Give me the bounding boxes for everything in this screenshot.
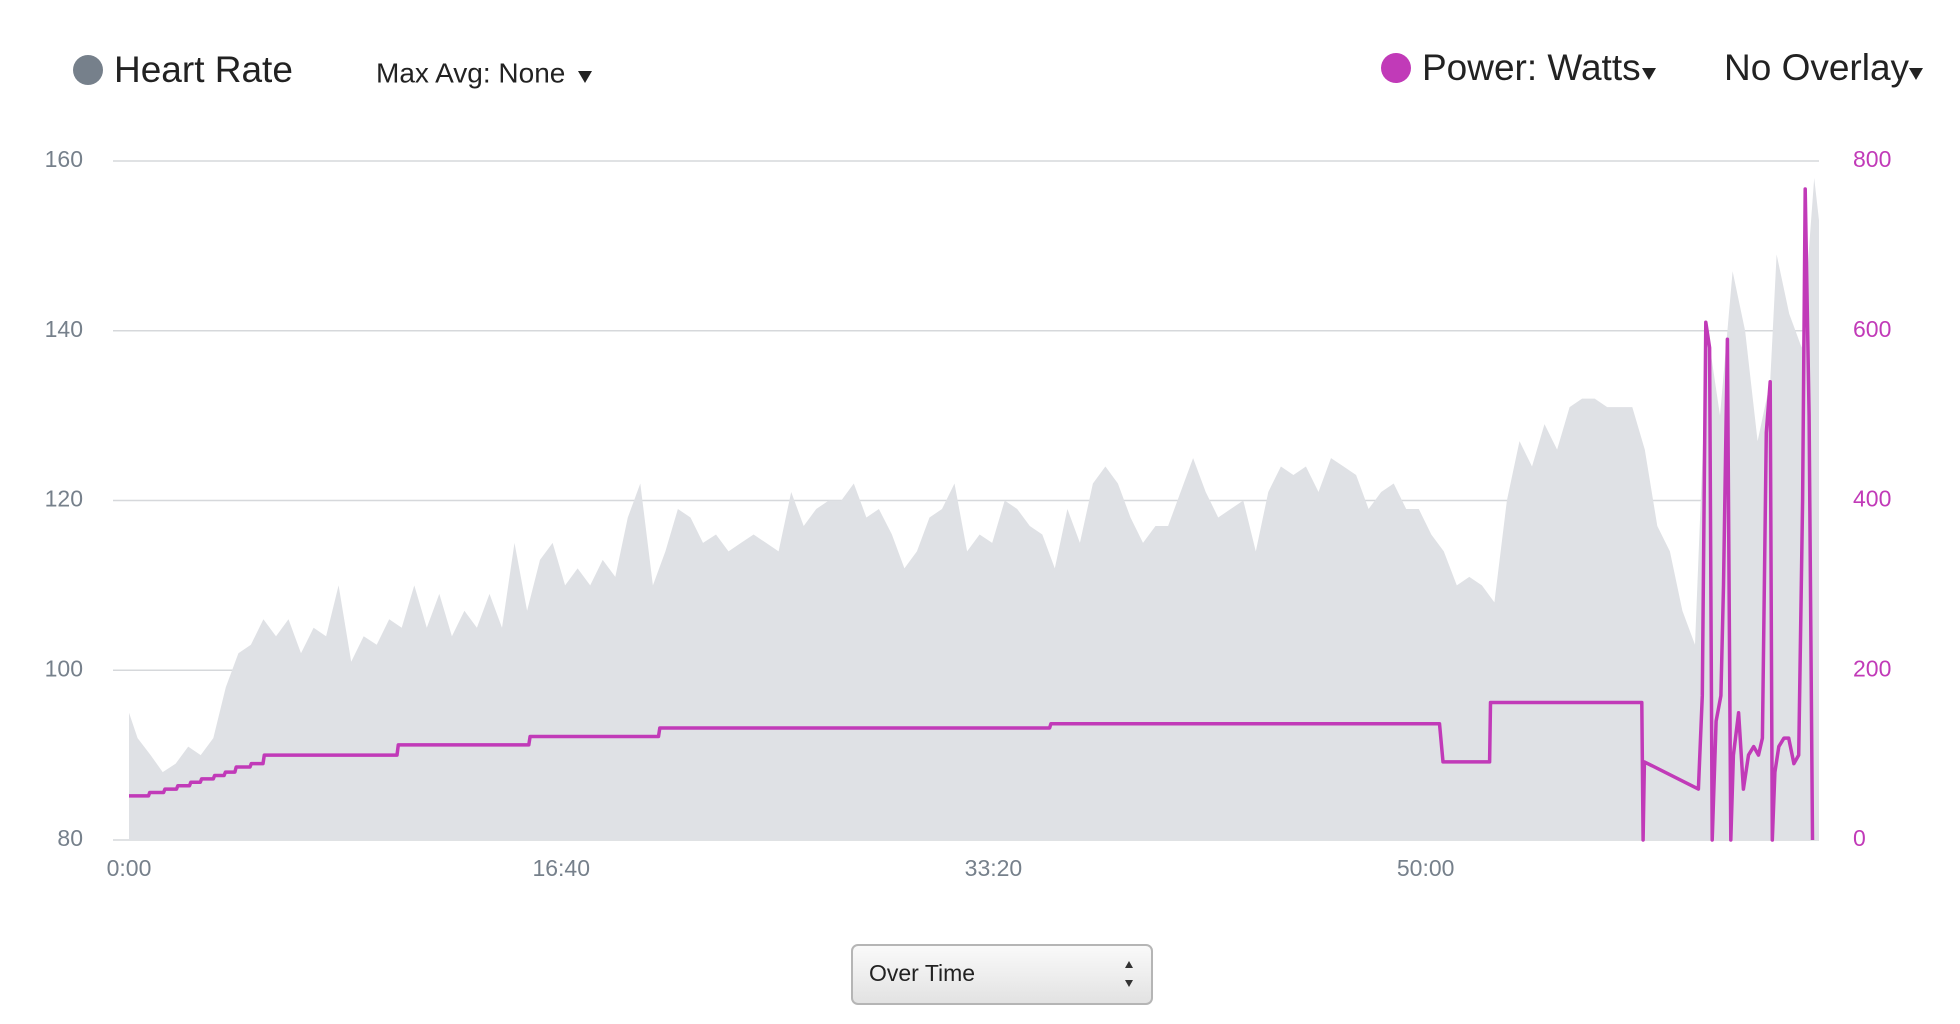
area — [129, 178, 1819, 840]
y2-tick-label: 200 — [1853, 655, 1891, 681]
dropdown-arrow — [1642, 68, 1656, 80]
y-tick-label: 80 — [57, 825, 83, 851]
select-arrows — [1125, 961, 1133, 987]
x-tick-label: 50:00 — [1397, 855, 1455, 881]
x-tick-label: 33:20 — [965, 855, 1023, 881]
y-tick-label: 120 — [45, 486, 83, 512]
y2-tick-label: 800 — [1853, 146, 1891, 172]
y-tick-label: 160 — [45, 146, 83, 172]
y-tick-label: 140 — [45, 316, 83, 342]
view-select-label: Over Time — [869, 960, 975, 986]
legend-label[interactable]: Power: Watts — [1422, 47, 1641, 88]
dropdown-arrow — [578, 71, 592, 83]
legend-swatch — [73, 55, 103, 85]
x-tick-label: 16:40 — [532, 855, 590, 881]
y-tick-label: 100 — [45, 655, 83, 681]
y2-tick-label: 600 — [1853, 316, 1891, 342]
line — [129, 187, 1815, 842]
y2-tick-label: 400 — [1853, 486, 1891, 512]
view-select[interactable] — [851, 944, 1153, 1005]
x-tick-label: 0:00 — [107, 855, 152, 881]
y2-tick-label: 0 — [1853, 825, 1866, 851]
overlay-dropdown[interactable]: No Overlay — [1724, 47, 1910, 88]
max-avg-dropdown[interactable]: Max Avg: None — [376, 57, 565, 88]
legend-swatch — [1381, 53, 1411, 83]
dropdown-arrow — [1909, 68, 1923, 80]
legend-label: Heart Rate — [114, 49, 293, 90]
